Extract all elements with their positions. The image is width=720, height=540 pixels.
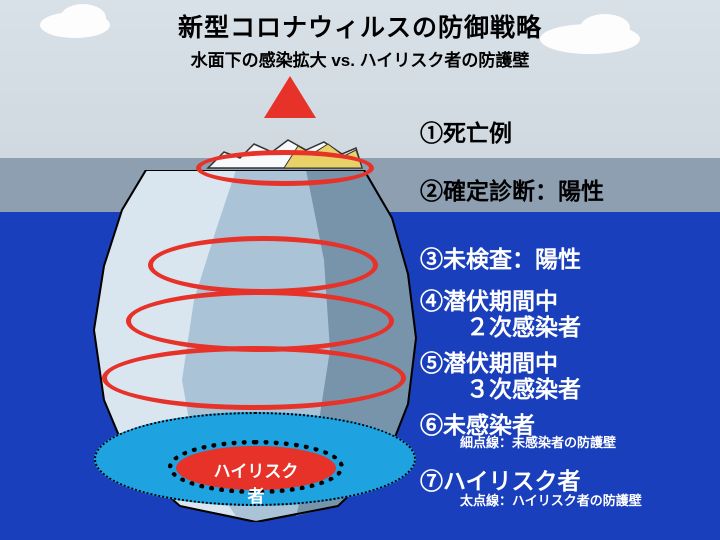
label-6-sub: 細点線：未感染者の防護壁 bbox=[460, 432, 616, 451]
label-5b: ３次感染者 bbox=[420, 370, 581, 404]
title-block: 新型コロナウィルスの防御戦略 水面下の感染拡大 vs. ハイリスク者の防護壁 bbox=[0, 8, 720, 71]
label-7-sub: 太点線：ハイリスク者の防護壁 bbox=[460, 490, 642, 509]
title-main: 新型コロナウィルスの防御戦略 bbox=[0, 8, 720, 44]
ring-1 bbox=[196, 150, 374, 186]
warning-triangle-icon bbox=[264, 76, 316, 118]
ring-4 bbox=[102, 346, 406, 410]
label-3: ③未検査：陽性 bbox=[420, 240, 581, 274]
label-4b: ２次感染者 bbox=[420, 308, 581, 342]
diagram-frame: ハイリスク者 新型コロナウィルスの防御戦略 水面下の感染拡大 vs. ハイリスク… bbox=[0, 0, 720, 540]
label-2: ②確定診断：陽性 bbox=[420, 172, 604, 206]
highrisk-inner-label: ハイリスク者 bbox=[206, 457, 306, 507]
title-sub: 水面下の感染拡大 vs. ハイリスク者の防護壁 bbox=[0, 46, 720, 71]
ring-3 bbox=[126, 290, 394, 352]
label-1: ①死亡例 bbox=[420, 114, 512, 148]
ring-2 bbox=[148, 236, 378, 294]
